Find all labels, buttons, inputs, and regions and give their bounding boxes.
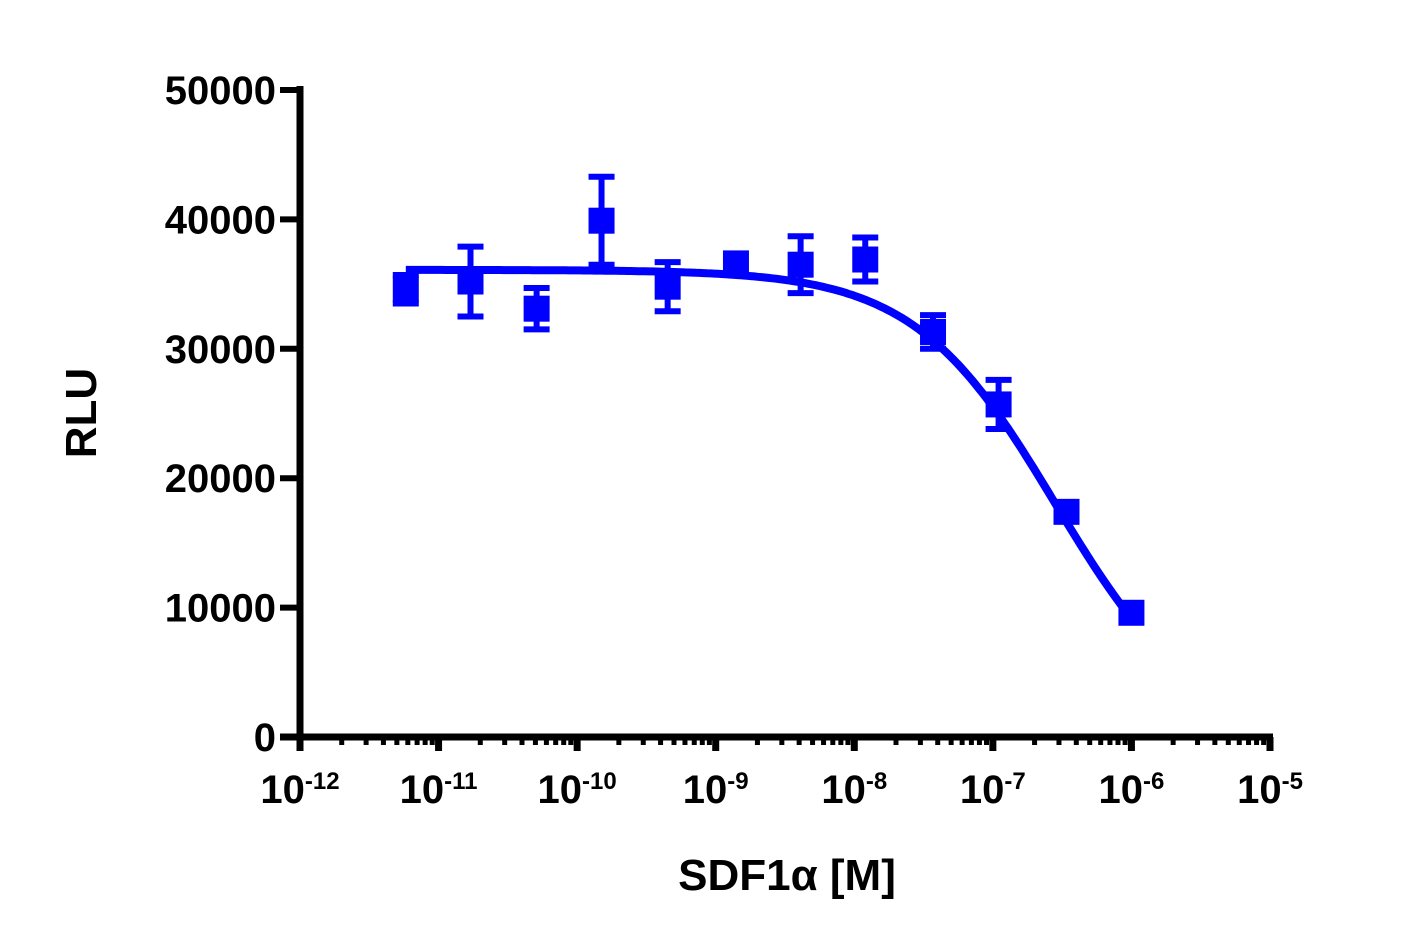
y-axis-title: RLU: [57, 368, 106, 458]
x-axis: 10-12 10-11 10-10 10-9 10-8 10-7 10-6 10-5: [260, 733, 1303, 812]
fit-curve: [405, 265, 1135, 621]
data-point: [1118, 599, 1145, 626]
square-marker: [392, 276, 419, 303]
x-tick-label: 10-7: [960, 768, 1026, 812]
square-marker: [787, 251, 814, 278]
square-marker: [654, 273, 681, 300]
square-marker: [852, 246, 879, 273]
data-point: [588, 173, 615, 268]
plot-area: [392, 173, 1145, 626]
x-axis-title: SDF1α [M]: [678, 851, 896, 900]
square-marker: [1118, 599, 1145, 626]
y-tick-label: 40000: [165, 198, 276, 242]
square-marker: [457, 268, 484, 295]
data-point: [722, 250, 749, 277]
square-marker: [1053, 498, 1080, 525]
square-marker: [523, 295, 550, 322]
data-point: [1053, 498, 1080, 525]
square-marker: [588, 207, 615, 234]
data-point: [985, 376, 1012, 433]
y-tick-label: 10000: [165, 587, 276, 631]
x-tick-label: 10-11: [400, 768, 478, 812]
x-tick-label: 10-5: [1237, 768, 1303, 812]
square-marker: [985, 391, 1012, 418]
square-marker: [722, 250, 749, 277]
x-tick-label: 10-8: [821, 768, 887, 812]
x-tick-label: 10-9: [683, 768, 749, 812]
data-point: [654, 259, 681, 315]
data-point: [523, 284, 550, 333]
data-point: [920, 312, 947, 352]
data-point: [457, 243, 484, 320]
square-marker: [920, 318, 947, 345]
x-tick-label: 10-12: [260, 768, 339, 812]
y-tick-label: 50000: [165, 69, 276, 113]
y-tick-label: 30000: [165, 328, 276, 372]
data-point: [392, 272, 419, 307]
y-axis: 0 10000 20000 30000 40000 50000: [165, 69, 304, 760]
y-tick-label: 20000: [165, 457, 276, 501]
x-tick-label: 10-6: [1099, 768, 1165, 812]
data-point: [787, 233, 814, 297]
data-point: [852, 234, 879, 285]
y-tick-label: 0: [254, 716, 276, 760]
x-tick-label: 10-10: [538, 768, 617, 812]
